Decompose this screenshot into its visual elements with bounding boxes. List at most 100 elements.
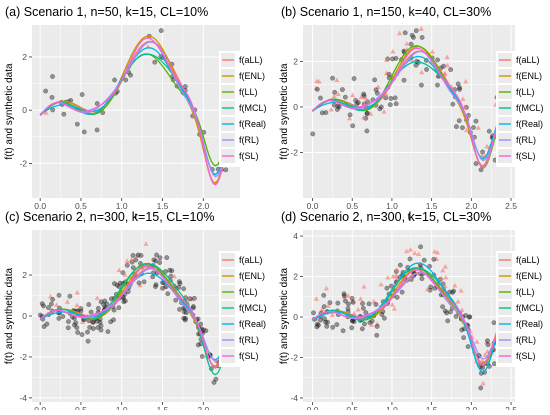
x-tick-label: 1.5 bbox=[426, 405, 438, 410]
observed-point bbox=[157, 255, 163, 261]
observed-point bbox=[151, 257, 157, 263]
observed-point bbox=[44, 321, 50, 327]
observed-point bbox=[408, 41, 414, 47]
observed-point bbox=[349, 295, 355, 301]
observed-point bbox=[478, 385, 484, 391]
observed-point bbox=[56, 292, 62, 298]
observed-point bbox=[98, 327, 104, 333]
observed-point bbox=[431, 256, 437, 262]
observed-point bbox=[79, 332, 85, 337]
legend-label: f(RL) bbox=[516, 135, 536, 145]
observed-point bbox=[457, 86, 462, 92]
legend-label: f(aLL) bbox=[516, 55, 540, 65]
x-axis-title: t bbox=[135, 212, 138, 223]
censored-point bbox=[319, 306, 325, 312]
legend-label: f(Real) bbox=[239, 119, 266, 129]
censored-point bbox=[331, 93, 337, 99]
observed-point bbox=[323, 319, 329, 325]
y-tick-label: -4 bbox=[19, 393, 27, 403]
x-tick-label: 2.0 bbox=[465, 405, 477, 410]
observed-point bbox=[335, 300, 341, 306]
x-tick-label: 1.0 bbox=[116, 405, 128, 410]
censored-point bbox=[460, 96, 466, 101]
observed-point bbox=[350, 123, 356, 129]
observed-point bbox=[79, 92, 85, 97]
censored-point bbox=[474, 339, 480, 344]
censored-point bbox=[122, 272, 128, 277]
observed-point bbox=[65, 325, 71, 331]
legend-label: f(MCL) bbox=[239, 103, 267, 113]
censored-point bbox=[396, 30, 403, 36]
censored-point bbox=[418, 26, 424, 31]
censored-point bbox=[459, 307, 465, 312]
observed-point bbox=[130, 265, 136, 271]
observed-point bbox=[61, 111, 67, 117]
observed-point bbox=[116, 305, 122, 311]
observed-point bbox=[169, 268, 175, 274]
observed-point bbox=[323, 110, 329, 115]
series-line-freal bbox=[312, 262, 501, 373]
observed-point bbox=[138, 253, 144, 258]
observed-point bbox=[455, 81, 461, 87]
observed-point bbox=[340, 328, 346, 334]
x-tick-label: 1.5 bbox=[157, 405, 169, 410]
observed-point bbox=[153, 282, 159, 288]
legend-label: f(SL) bbox=[516, 351, 536, 361]
observed-point bbox=[360, 301, 365, 306]
censored-point bbox=[350, 92, 356, 98]
observed-point bbox=[428, 284, 434, 290]
observed-point bbox=[450, 101, 456, 107]
observed-point bbox=[419, 82, 424, 88]
observed-point bbox=[154, 252, 160, 258]
censored-point bbox=[355, 306, 361, 312]
observed-point bbox=[116, 284, 122, 289]
observed-point bbox=[195, 342, 201, 348]
observed-point bbox=[325, 319, 330, 325]
observed-point bbox=[485, 342, 491, 348]
censored-point bbox=[143, 241, 149, 246]
censored-point bbox=[433, 256, 440, 261]
observed-point bbox=[444, 310, 450, 316]
observed-point bbox=[87, 324, 93, 330]
censored-point bbox=[479, 357, 485, 363]
x-tick-label: 1.0 bbox=[386, 201, 398, 211]
censored-point bbox=[325, 303, 331, 308]
censored-point bbox=[383, 91, 389, 97]
observed-point bbox=[105, 329, 111, 334]
observed-point bbox=[141, 279, 147, 285]
censored-point bbox=[417, 262, 423, 267]
observed-point bbox=[311, 310, 316, 316]
legend-label: f(aLL) bbox=[516, 255, 540, 265]
observed-point bbox=[158, 28, 164, 33]
censored-point bbox=[358, 296, 364, 301]
observed-point bbox=[74, 121, 80, 127]
censored-point bbox=[358, 94, 364, 100]
panel-title: (a) Scenario 1, n=50, k=15, CL=10% bbox=[5, 5, 208, 19]
y-tick-label: 0 bbox=[293, 312, 298, 322]
censored-point bbox=[455, 299, 461, 304]
censored-point bbox=[463, 78, 469, 84]
censored-point bbox=[74, 302, 80, 308]
x-tick-label: 0.0 bbox=[34, 201, 46, 211]
observed-point bbox=[453, 314, 459, 319]
observed-point bbox=[388, 283, 394, 289]
observed-point bbox=[466, 314, 472, 320]
legend-label: f(Real) bbox=[516, 319, 543, 329]
observed-point bbox=[441, 63, 447, 69]
observed-point bbox=[401, 77, 407, 83]
x-tick-label: 0.5 bbox=[75, 405, 87, 410]
legend: f(aLL) f(ENL) f(LL) f(MCL) f(Real) f(RL) f(SL) bbox=[219, 51, 271, 167]
legend-label: f(ENL) bbox=[239, 271, 265, 281]
legend-label: f(MCL) bbox=[516, 303, 544, 313]
observed-point bbox=[342, 94, 348, 100]
plot-area bbox=[37, 241, 234, 385]
observed-point bbox=[345, 306, 351, 312]
censored-point bbox=[409, 57, 415, 62]
observed-point bbox=[176, 279, 182, 285]
y-axis-title: f(t) and synthetic data bbox=[4, 267, 15, 364]
censored-point bbox=[74, 289, 80, 295]
censored-point bbox=[313, 85, 319, 91]
series-line-fenl bbox=[39, 35, 234, 184]
censored-point bbox=[378, 281, 384, 287]
censored-point bbox=[458, 288, 464, 293]
